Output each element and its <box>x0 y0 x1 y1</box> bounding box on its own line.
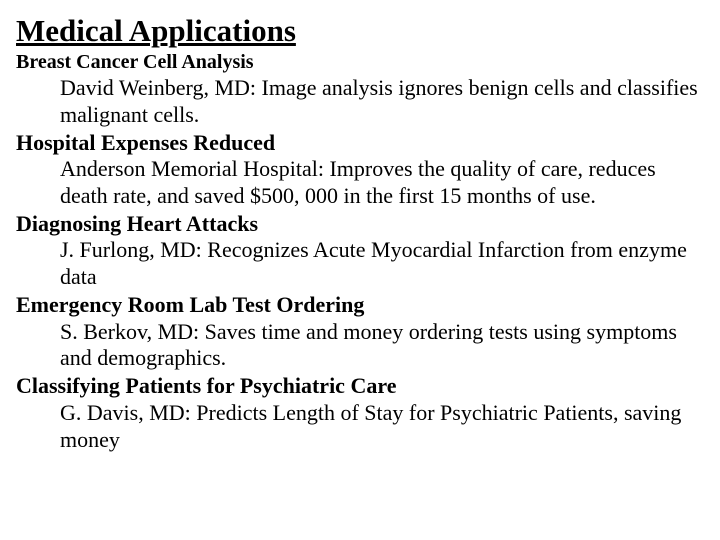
section-heading: Emergency Room Lab Test Ordering <box>16 291 704 319</box>
section-body: Anderson Memorial Hospital: Improves the… <box>16 156 704 210</box>
section-heading: Breast Cancer Cell Analysis <box>16 50 704 75</box>
section-heading: Hospital Expenses Reduced <box>16 129 704 157</box>
page-title: Medical Applications <box>16 14 704 48</box>
section-body: J. Furlong, MD: Recognizes Acute Myocard… <box>16 237 704 291</box>
section-heading: Diagnosing Heart Attacks <box>16 210 704 238</box>
section-heading: Classifying Patients for Psychiatric Car… <box>16 372 704 400</box>
section-body: David Weinberg, MD: Image analysis ignor… <box>16 75 704 129</box>
section-body: G. Davis, MD: Predicts Length of Stay fo… <box>16 400 704 454</box>
section-body: S. Berkov, MD: Saves time and money orde… <box>16 319 704 373</box>
